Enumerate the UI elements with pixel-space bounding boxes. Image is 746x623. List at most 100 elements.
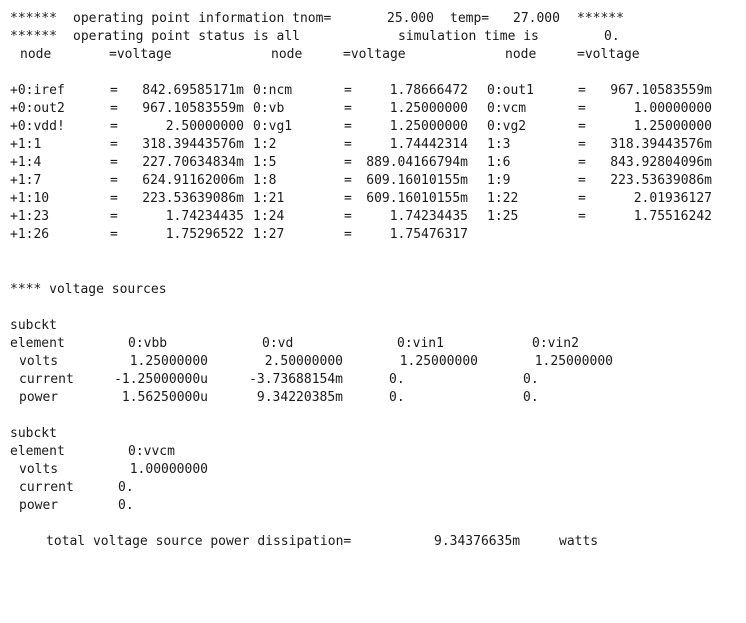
equals-sign: = [110, 119, 118, 134]
source-value: 0. [118, 498, 134, 513]
source-value: 0. [389, 390, 405, 405]
header-title: operating point information tnom= [73, 11, 332, 26]
simulation-time-label: simulation time is [398, 29, 539, 44]
node-header-3: node [505, 47, 537, 62]
equals-sign: = [578, 101, 586, 116]
spice-operating-point-listing: ****** operating point information tnom=… [0, 10, 746, 549]
element-label: element [10, 444, 65, 459]
node-voltage: 967.10583559m [610, 83, 712, 98]
node-name: 0:ncm [253, 83, 293, 98]
node-voltage: 318.39443576m [610, 137, 712, 152]
node-name: 1:5 [253, 155, 277, 170]
status-text: operating point status is all [73, 29, 300, 44]
equals-sign: = [344, 101, 352, 116]
node-voltage: 227.70634834m [142, 155, 244, 170]
node-name: +1:23 [10, 209, 50, 224]
node-row: +1:7 = 624.91162006m 1:8 = 609.16010155m 1:9 = 2… [0, 172, 746, 190]
row-label: current [19, 372, 74, 387]
node-header-1: node [20, 47, 52, 62]
node-row: +1:10 = 223.53639086m 1:21 = 609.16010155m 1:2… [0, 190, 746, 208]
node-voltage: 1.74234435 [165, 209, 244, 224]
source-name: 0:vvcm [128, 444, 175, 459]
node-voltage: 1.25000000 [633, 119, 712, 134]
node-row: +0:vdd! = 2.50000000 0:vg1 = 1.25000000 0:vg2 =… [0, 118, 746, 136]
source-value: 0. [118, 480, 134, 495]
node-voltage: 2.50000000 [165, 119, 244, 134]
equals-sign: = [344, 83, 352, 98]
node-name: 1:2 [253, 137, 277, 152]
voltage-sources-title: **** voltage sources [0, 281, 746, 299]
node-name: 1:21 [253, 191, 285, 206]
node-voltage: 1.74234435 [389, 209, 468, 224]
equals-sign: = [344, 209, 352, 224]
source-value: 1.25000000 [129, 354, 208, 369]
equals-sign: = [110, 155, 118, 170]
node-voltage: 624.91162006m [142, 173, 244, 188]
equals-sign: = [344, 227, 352, 242]
node-name: 1:25 [487, 209, 519, 224]
equals-sign: = [344, 191, 352, 206]
simulation-time-value: 0. [604, 29, 620, 44]
node-name: +0:iref [10, 83, 65, 98]
header-stars-right: ****** [577, 11, 624, 26]
temp-label: temp= [450, 11, 490, 26]
equals-sign: = [344, 155, 352, 170]
equals-sign: = [110, 101, 118, 116]
equals-sign: = [110, 227, 118, 242]
source-name: 0:vd [262, 336, 294, 351]
source-value: -1.25000000u [114, 372, 208, 387]
source-name: 0:vin2 [532, 336, 579, 351]
element-line: element 0:vbb 0:vd 0:vin1 0:vin2 [0, 335, 746, 353]
node-row: +0:iref = 842.69585171m 0:ncm = 1.78666472 0:o… [0, 82, 746, 100]
node-name: +0:vdd! [10, 119, 65, 134]
node-row: +1:1 = 318.39443576m 1:2 = 1.74442314 1:3 = 318.… [0, 136, 746, 154]
node-name: +1:1 [10, 137, 42, 152]
temp-value: 27.000 [513, 11, 560, 26]
node-name: 1:22 [487, 191, 519, 206]
voltage-sources-heading: **** voltage sources [10, 282, 167, 297]
node-voltage: 1.25000000 [389, 119, 468, 134]
subckt-label: subckt [10, 426, 57, 441]
source-name: 0:vin1 [397, 336, 444, 351]
equals-sign: = [578, 191, 586, 206]
equals-sign: = [110, 83, 118, 98]
tnom-value: 25.000 [387, 11, 434, 26]
node-name: 0:vg2 [487, 119, 527, 134]
node-voltage: 1.75516242 [633, 209, 712, 224]
node-header-2: node [271, 47, 303, 62]
equals-sign: = [344, 137, 352, 152]
node-voltage: 1.25000000 [389, 101, 468, 116]
source-power-row: power 1.56250000u 9.34220385m 0. 0. [0, 389, 746, 407]
node-row: +1:4 = 227.70634834m 1:5 = 889.04166794m 1:6 = 8… [0, 154, 746, 172]
voltage-header-1: =voltage [109, 47, 172, 62]
source-value: 1.00000000 [129, 462, 208, 477]
node-row: +1:23 = 1.74234435 1:24 = 1.74234435 1:25 = 1.75… [0, 208, 746, 226]
node-voltage: 609.16010155m [366, 173, 468, 188]
node-voltage: 1.00000000 [633, 101, 712, 116]
node-name: +1:26 [10, 227, 50, 242]
voltage-header-2: =voltage [343, 47, 406, 62]
source-value: 0. [523, 390, 539, 405]
total-power-value: 9.34376635m [434, 534, 521, 549]
source-value: 0. [389, 372, 405, 387]
equals-sign: = [344, 119, 352, 134]
equals-sign: = [578, 137, 586, 152]
total-power-label: total voltage source power dissipation= [46, 534, 352, 549]
node-voltage: 1.74442314 [389, 137, 468, 152]
node-voltage: 609.16010155m [366, 191, 468, 206]
node-name: 0:vcm [487, 101, 527, 116]
source-value: 1.56250000u [121, 390, 208, 405]
row-label: power [19, 498, 59, 513]
status-stars: ****** [10, 29, 57, 44]
header-line-1: ****** operating point information tnom=… [0, 10, 746, 28]
node-name: 1:3 [487, 137, 511, 152]
equals-sign: = [578, 155, 586, 170]
node-voltage: 843.92804096m [610, 155, 712, 170]
voltage-header-3: =voltage [577, 47, 640, 62]
equals-sign: = [578, 119, 586, 134]
node-voltage: 1.75296522 [165, 227, 244, 242]
source-volts-row: volts 1.25000000 2.50000000 1.25000000 1.250… [0, 353, 746, 371]
equals-sign: = [578, 209, 586, 224]
source-current-row: current -1.25000000u -3.73688154m 0. 0. [0, 371, 746, 389]
node-voltage: 889.04166794m [366, 155, 468, 170]
